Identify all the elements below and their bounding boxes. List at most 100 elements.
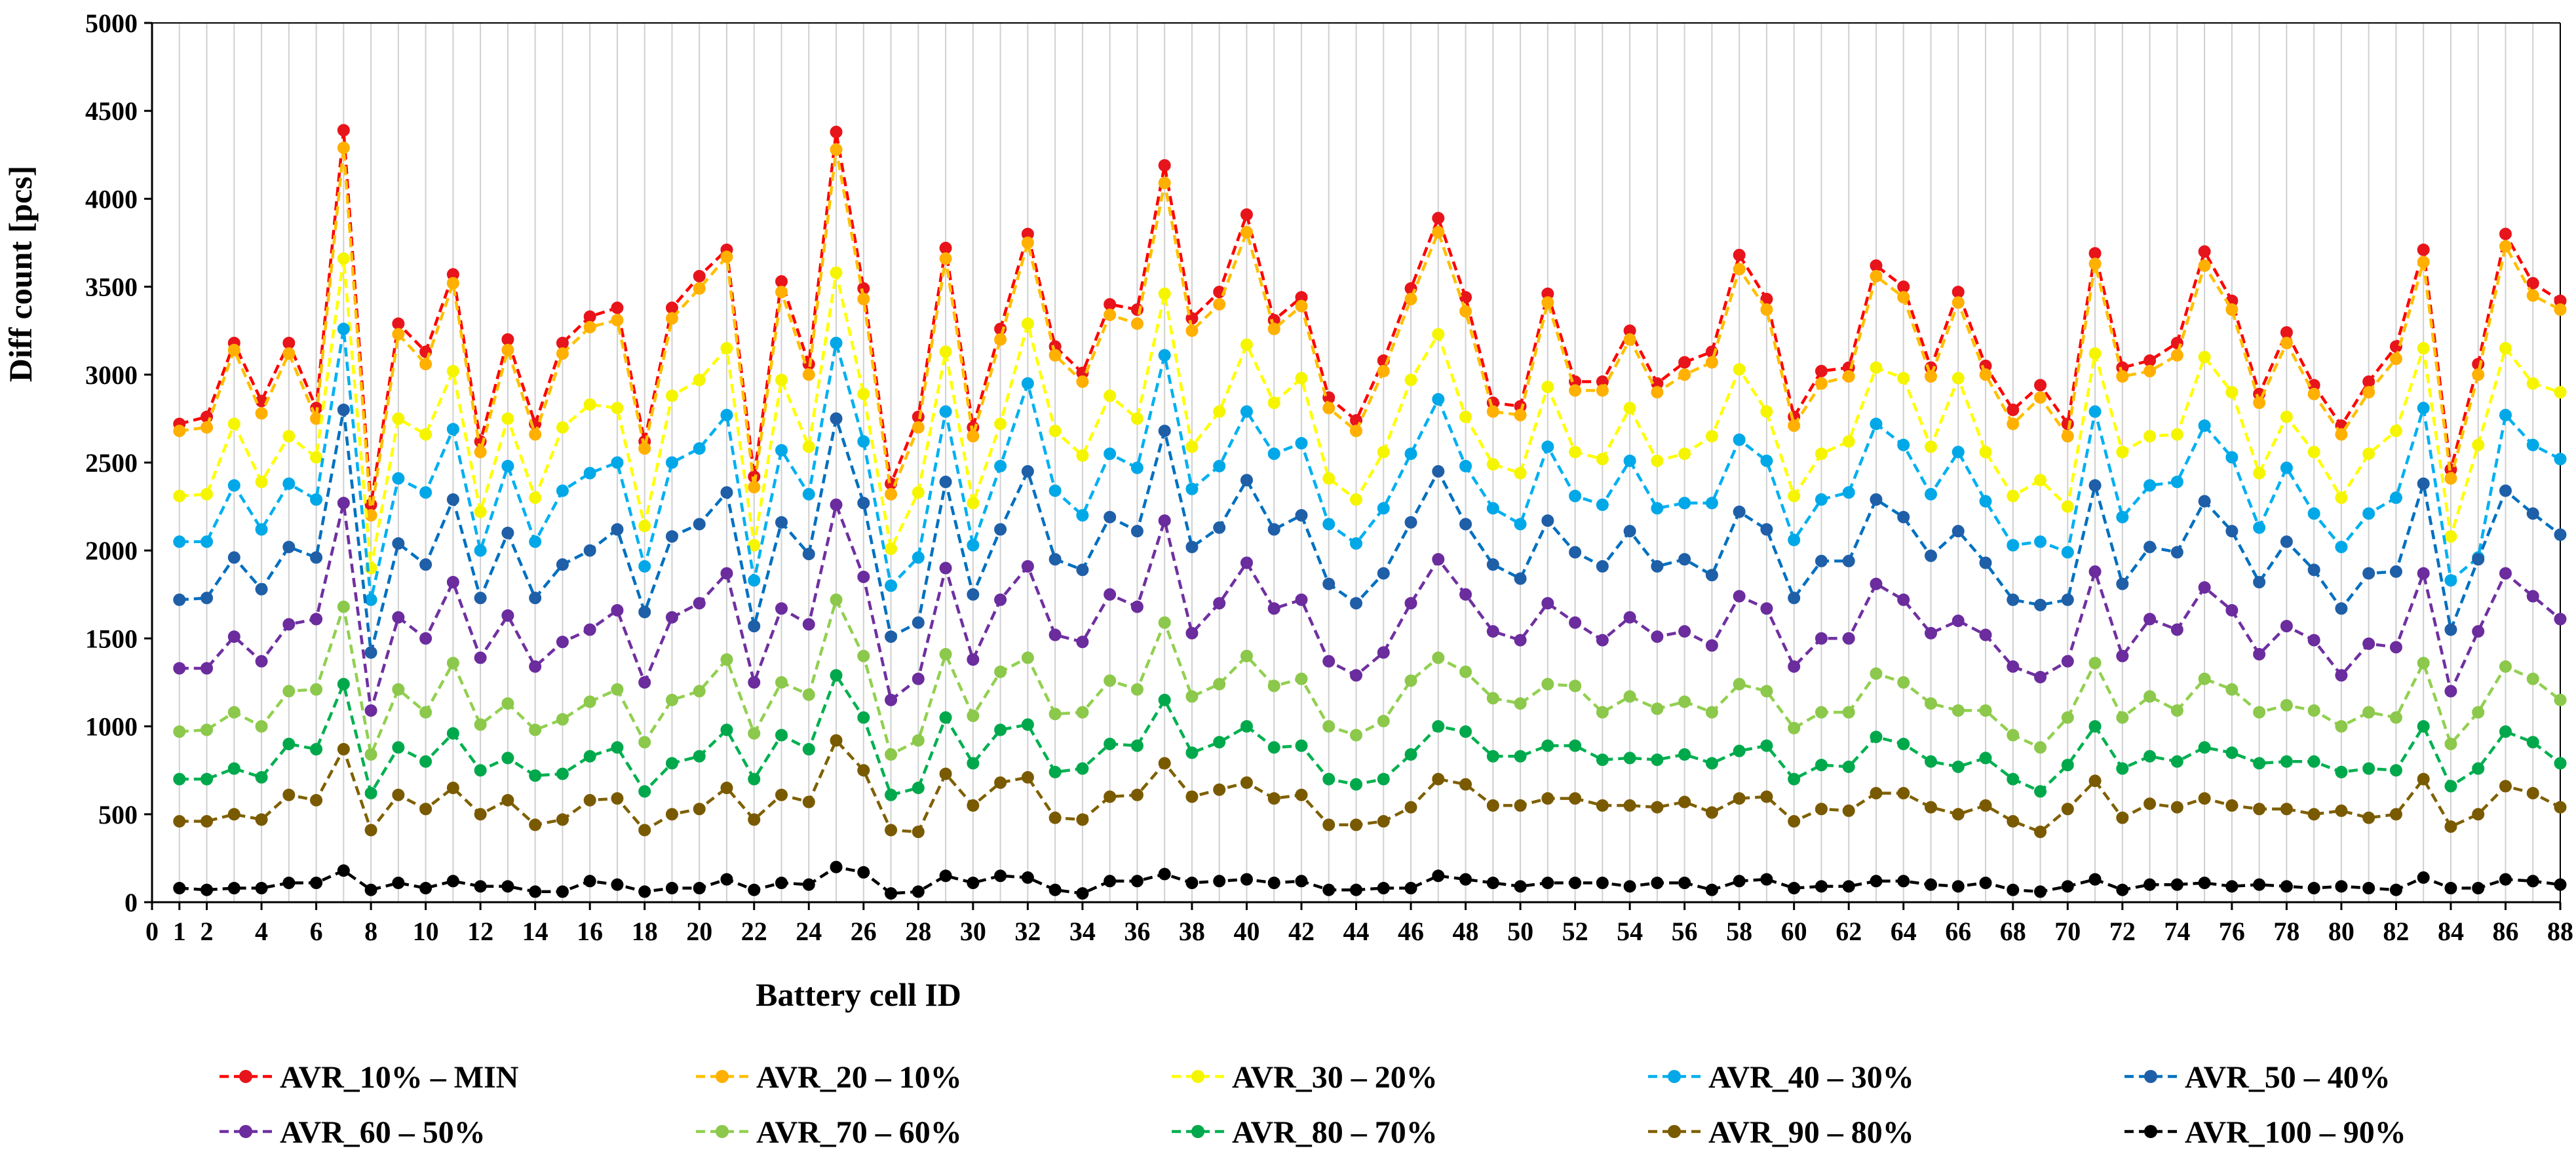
point-s3-x63 [1870,361,1883,374]
point-s1-x37 [1158,159,1171,172]
point-s10-x23 [775,876,788,889]
legend-swatch-marker-8 [1191,1125,1204,1138]
point-s6-x56 [1678,625,1691,638]
point-s10-x7 [337,864,350,877]
point-s7-x1 [173,725,186,738]
point-s3-x9 [392,412,405,425]
point-s7-x84 [2444,737,2457,750]
point-s3-x29 [939,345,952,358]
point-s7-x27 [885,748,898,761]
point-s5-x51 [1541,514,1554,527]
series-line-5 [179,409,2562,653]
point-s7-x22 [748,727,761,740]
point-s7-x16 [583,695,596,708]
point-s10-x45 [1377,882,1390,895]
point-s5-x55 [1651,560,1664,573]
point-s8-x50 [1514,750,1527,763]
legend-entry-6: AVR_60 – 50% [220,1115,486,1150]
point-s5-x1 [173,593,186,606]
point-s3-x34 [1076,449,1089,462]
point-s9-x2 [201,815,214,828]
point-s5-x85 [2472,553,2485,566]
point-s9-x61 [1815,803,1828,816]
point-s7-x43 [1322,720,1336,733]
point-s3-x5 [282,430,296,443]
point-s10-x70 [2061,880,2074,893]
point-s9-x48 [1459,778,1472,791]
point-s2-x86 [2499,240,2512,253]
point-s6-x24 [802,618,815,631]
point-s5-x43 [1322,577,1336,590]
point-s9-x39 [1213,783,1226,796]
legend-label-7: AVR_70 – 60% [756,1115,962,1150]
point-s5-x69 [2034,598,2047,611]
point-s2-x71 [2088,257,2102,271]
point-s3-x22 [748,539,761,552]
point-s3-x46 [1404,373,1417,387]
point-s9-x80 [2335,804,2348,817]
series-line-1 [179,130,2562,505]
point-s3-x60 [1788,489,1801,503]
point-s10-x69 [2034,885,2047,898]
point-s10-x40 [1240,873,1253,886]
point-s8-x9 [392,741,405,754]
x-tick-label-34: 34 [1069,917,1096,946]
point-s9-x65 [1924,801,1937,814]
point-s6-x5 [282,618,296,631]
point-s6-x50 [1514,634,1527,647]
point-s5-x29 [939,476,952,489]
point-s9-x30 [967,799,980,812]
point-s2-x62 [1842,370,1855,383]
point-s4-x59 [1760,454,1773,467]
point-s3-x42 [1295,371,1308,385]
point-s7-x13 [501,697,514,710]
point-s7-x64 [1897,676,1910,689]
point-s9-x68 [2007,815,2020,828]
point-s7-x58 [1733,677,1746,691]
legend-entry-7: AVR_70 – 60% [696,1115,962,1150]
point-s7-x48 [1459,665,1472,678]
point-s4-x31 [994,459,1007,472]
point-s5-x66 [1951,525,1965,538]
point-s4-x38 [1185,482,1199,495]
point-s8-x35 [1104,737,1117,750]
point-s1-x20 [693,269,706,282]
x-tick-label-52: 52 [1562,917,1588,946]
legend-swatch-marker-1 [239,1070,252,1083]
point-s9-x64 [1897,787,1910,800]
point-s10-x26 [857,866,870,879]
point-s5-x37 [1158,425,1171,438]
point-s10-x72 [2116,883,2129,896]
point-s6-x53 [1596,634,1609,647]
point-s4-x13 [501,459,514,472]
point-s9-x7 [337,742,350,755]
point-s10-x84 [2444,882,2457,895]
point-s5-x60 [1788,592,1801,605]
point-s6-x40 [1240,556,1253,569]
point-s2-x40 [1240,225,1253,238]
point-s10-x22 [748,883,761,896]
point-s4-x68 [2007,539,2020,552]
point-s7-x53 [1596,706,1609,719]
point-s9-x11 [446,782,459,795]
point-s10-x56 [1678,876,1691,889]
point-s3-x49 [1486,458,1499,471]
point-s2-x19 [665,312,678,325]
point-s8-x16 [583,750,596,763]
point-s5-x44 [1350,597,1362,610]
point-s6-x73 [2143,613,2157,626]
point-s8-x46 [1404,748,1417,761]
point-s10-x83 [2417,871,2430,884]
point-s2-x45 [1377,364,1390,377]
point-s7-x42 [1295,672,1308,685]
point-s6-x51 [1541,597,1554,610]
point-s10-x78 [2280,880,2293,893]
point-s5-x22 [748,620,761,633]
point-s7-x86 [2499,660,2512,673]
point-s5-x19 [665,530,678,543]
point-s2-x74 [2170,349,2183,362]
point-s6-x54 [1623,611,1636,624]
point-s7-x29 [939,648,952,661]
point-s3-x53 [1596,453,1609,466]
point-s5-x40 [1240,474,1253,487]
